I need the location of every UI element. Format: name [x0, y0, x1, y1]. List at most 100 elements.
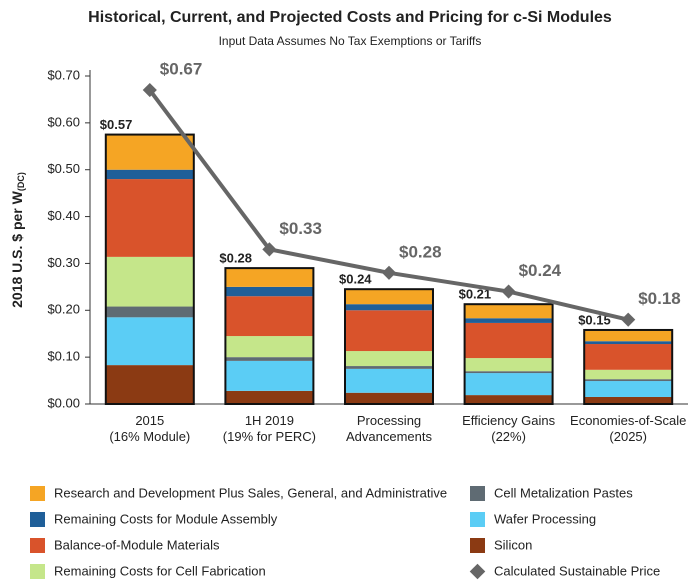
bar-segment — [225, 357, 314, 361]
x-tick-line: (16% Module) — [109, 429, 190, 444]
line-value-label: $0.33 — [279, 219, 322, 238]
y-tick-label: $0.10 — [47, 349, 80, 364]
x-tick-line: (22%) — [491, 429, 526, 444]
x-tick-line: Efficiency Gains — [462, 413, 555, 428]
x-tick-label: Processing Advancements — [346, 413, 432, 444]
y-tick-label: $0.40 — [47, 208, 80, 223]
y-label-main: 2018 U.S. $ per W — [9, 190, 25, 308]
x-tick-line: Economies-of-Scale — [570, 413, 686, 428]
y-tick-label: $0.00 — [47, 395, 80, 410]
chart-title: Historical, Current, and Projected Costs… — [88, 9, 612, 26]
bar-segment — [105, 317, 194, 366]
line-marker — [262, 242, 277, 257]
bar-segment — [345, 368, 433, 393]
bar-segment — [584, 381, 673, 397]
total-label: $0.57 — [100, 117, 133, 132]
bar-segment — [105, 179, 194, 257]
x-tick-label: Economies-of-Scale (2025) — [570, 413, 686, 444]
bar-segment — [464, 322, 553, 359]
bar-segment — [464, 395, 553, 404]
bar-segment — [225, 268, 314, 287]
legend-label: Research and Development Plus Sales, Gen… — [54, 485, 447, 500]
x-tick-line: (19% for PERC) — [223, 429, 316, 444]
legend-swatch — [30, 538, 45, 553]
bar-segment — [584, 396, 673, 404]
bar-outline — [583, 328, 674, 406]
bar-segment — [105, 306, 194, 318]
legend-label: Balance-of-Module Materials — [54, 537, 220, 552]
bar-segment — [225, 360, 314, 391]
y-label-sub: (DC) — [16, 172, 26, 191]
total-label: $0.15 — [578, 312, 611, 327]
bar-outline — [224, 267, 315, 405]
line-marker — [501, 284, 516, 299]
bar-segment — [345, 289, 433, 305]
x-tick-line: (2025) — [609, 429, 647, 444]
legend-swatch — [30, 512, 45, 527]
bar-segment — [105, 365, 194, 404]
chart-subtitle: Input Data Assumes No Tax Exemptions or … — [219, 34, 482, 48]
bar-segment — [464, 304, 553, 319]
total-label: $0.24 — [339, 272, 372, 287]
x-tick-line: Advancements — [346, 429, 432, 444]
y-axis-label: 2018 U.S. $ per W(DC) — [9, 172, 27, 308]
total-label: $0.28 — [219, 251, 252, 266]
bar-outline — [344, 288, 434, 406]
bar-segment — [464, 318, 553, 323]
line — [148, 88, 629, 322]
y-tick-label: $0.20 — [47, 302, 80, 317]
bar-segment — [345, 304, 433, 311]
legend-label: Remaining Costs for Module Assembly — [54, 511, 278, 526]
bar-segment — [345, 351, 433, 367]
bar-segment — [225, 286, 314, 297]
bar-outline — [104, 133, 195, 405]
bar-segment — [464, 373, 553, 396]
bar-segment — [584, 379, 673, 382]
bar-segment — [225, 336, 314, 358]
legend-swatch — [30, 486, 45, 501]
bar-outline — [463, 303, 554, 405]
bar-segment — [464, 358, 553, 372]
line-marker — [621, 312, 636, 327]
bar-segment — [584, 369, 673, 380]
bar-segment — [105, 169, 194, 180]
bar-segment — [105, 256, 194, 307]
y-tick-label: $0.70 — [47, 67, 80, 82]
bar-segment — [105, 134, 194, 170]
line-value-label: $0.28 — [399, 242, 442, 261]
legend-label: Wafer Processing — [494, 511, 596, 526]
x-tick-line: 2015 — [135, 413, 164, 428]
legend-swatch — [470, 512, 485, 527]
legend-label: Calculated Sustainable Price — [494, 563, 660, 578]
y-tick-label: $0.60 — [47, 114, 80, 129]
legend-label: Cell Metalization Pastes — [494, 485, 633, 500]
bar-segment — [225, 296, 314, 337]
line-value-label: $0.18 — [638, 289, 681, 308]
bar-segment — [584, 341, 673, 345]
bar-segment — [345, 392, 433, 404]
x-tick-label: 1H 2019 (19% for PERC) — [223, 413, 316, 444]
x-tick-line: Processing — [357, 413, 421, 428]
line-value-label: $0.24 — [519, 261, 562, 280]
legend-swatch — [470, 538, 485, 553]
x-tick-label: 2015 (16% Module) — [109, 413, 190, 444]
legend-label: Silicon — [494, 537, 532, 552]
bar-segment — [584, 329, 673, 342]
bar-segment — [464, 371, 553, 374]
x-tick-line: 1H 2019 — [245, 413, 294, 428]
bar-segment — [225, 390, 314, 404]
line-value-label: $0.67 — [160, 60, 203, 79]
legend-label: Remaining Costs for Cell Fabrication — [54, 563, 266, 578]
x-tick-label: Efficiency Gains (22%) — [462, 413, 555, 444]
legend-marker — [469, 563, 486, 580]
y-tick-label: $0.50 — [47, 161, 80, 176]
legend-swatch — [470, 486, 485, 501]
bar-segment — [345, 366, 433, 369]
legend-swatch — [30, 564, 45, 579]
line-marker — [381, 265, 397, 280]
total-label: $0.21 — [459, 287, 492, 302]
bar-segment — [345, 310, 433, 352]
bar-segment — [584, 344, 673, 370]
y-tick-label: $0.30 — [47, 255, 80, 270]
